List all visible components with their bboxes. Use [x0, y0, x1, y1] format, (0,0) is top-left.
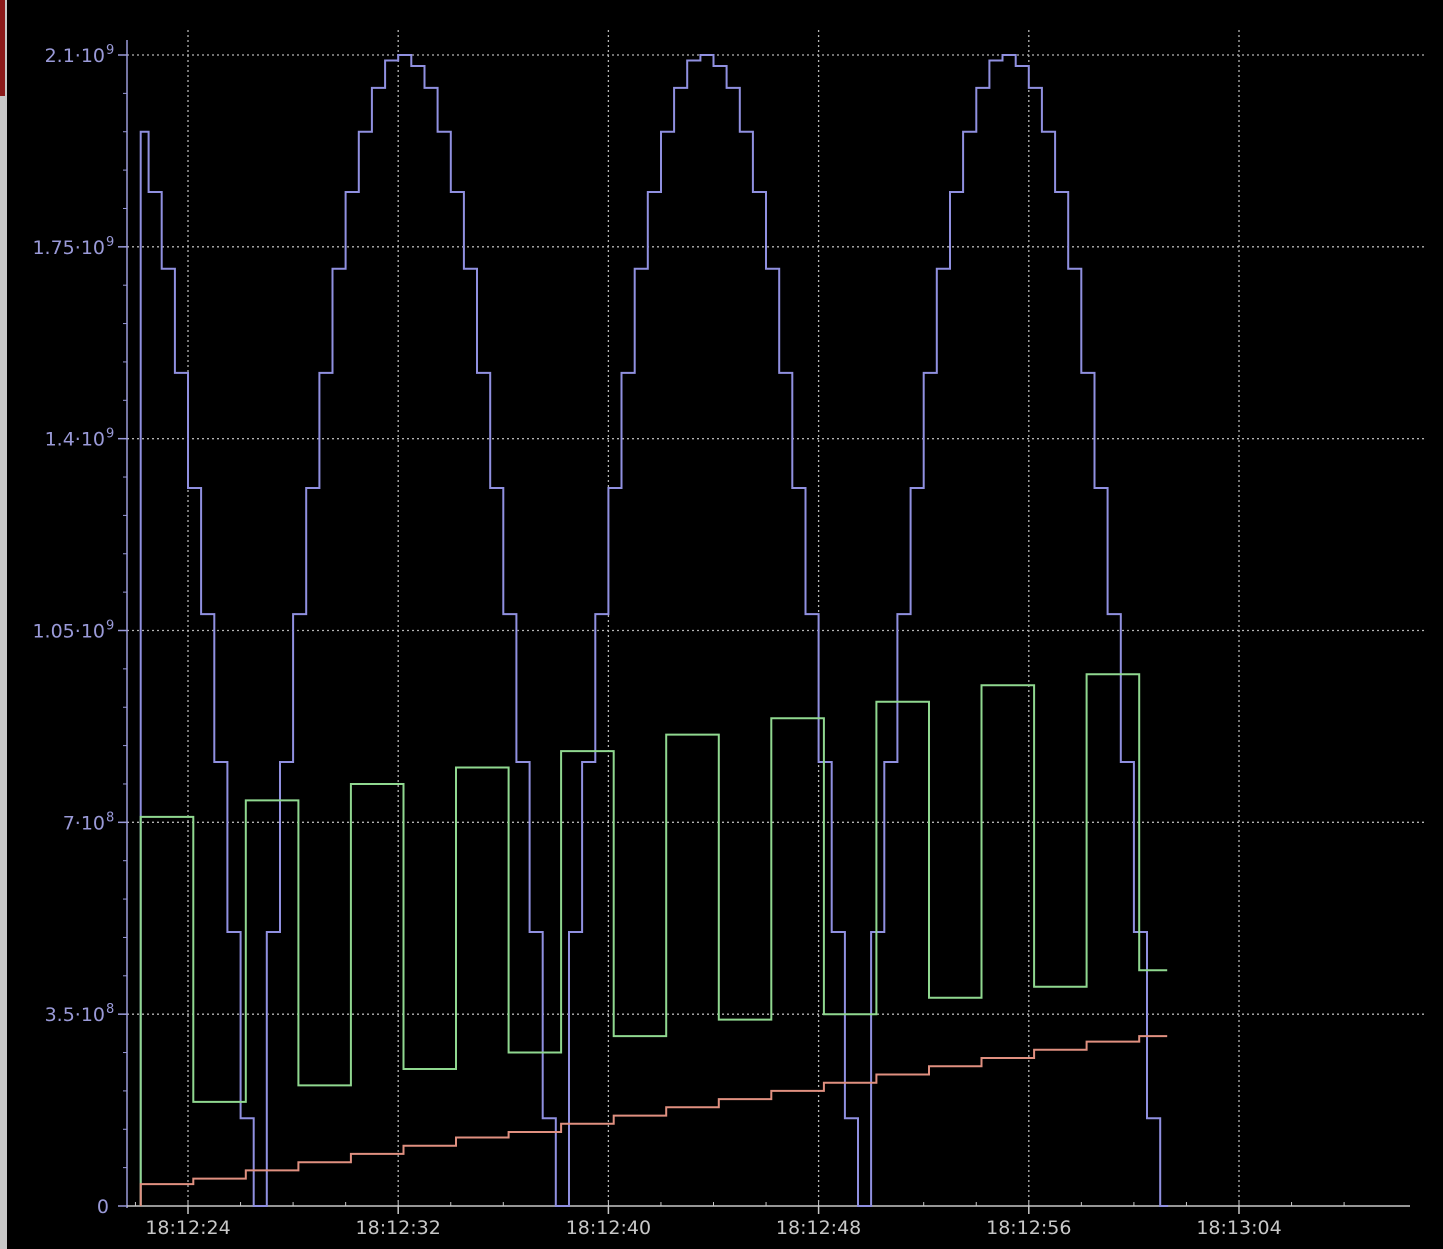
y-tick-label-3: 1.05·10: [32, 621, 105, 643]
y-tick-label-2: 7·10: [63, 812, 105, 834]
x-tick-label-4: 18:12:56: [986, 1217, 1071, 1239]
y-tick-label-5: 1.75·10: [32, 237, 105, 259]
y-tick-exponent-4: 9: [106, 427, 114, 442]
x-tick-label-2: 18:12:40: [566, 1217, 651, 1239]
y-tick-label-6: 2.1·10: [45, 45, 105, 67]
x-tick-label-5: 18:13:04: [1196, 1217, 1281, 1239]
window-left-border: [0, 0, 7, 1249]
y-tick-exponent-2: 8: [106, 810, 114, 825]
x-tick-label-3: 18:12:48: [776, 1217, 861, 1239]
x-tick-label-1: 18:12:32: [356, 1217, 441, 1239]
y-tick-label-4: 1.4·10: [45, 429, 105, 451]
x-tick-label-0: 18:12:24: [145, 1217, 230, 1239]
y-tick-label-0: 0: [97, 1196, 109, 1218]
y-tick-label-1: 3.5·10: [45, 1004, 105, 1026]
series-line-2: [139, 1035, 1168, 1206]
y-tick-exponent-5: 9: [106, 235, 114, 250]
window-corner-mark: [0, 0, 5, 96]
series-line-1: [139, 673, 1168, 1206]
series-line-0: [139, 54, 1169, 1207]
y-tick-exponent-1: 8: [106, 1002, 114, 1017]
y-tick-exponent-3: 9: [106, 619, 114, 634]
y-tick-exponent-6: 9: [106, 43, 114, 58]
